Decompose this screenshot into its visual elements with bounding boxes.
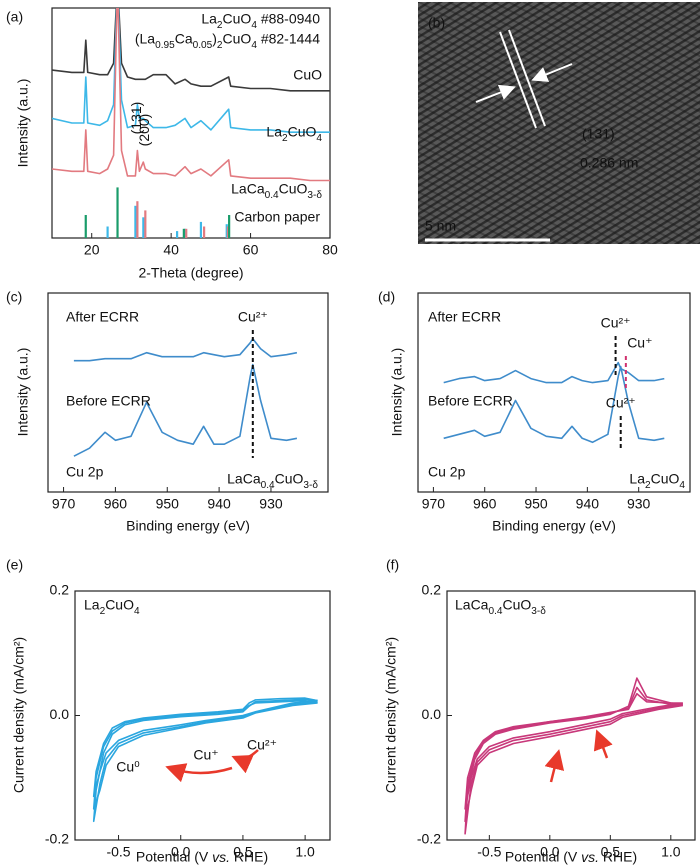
panel-label: (d)	[378, 289, 395, 305]
y-tick-label: 0.0	[50, 706, 70, 722]
x-axis-label: 2-Theta (degree)	[138, 265, 243, 281]
panel-label: (c)	[6, 289, 22, 305]
series-name: Before ECRR	[428, 393, 513, 409]
x-tick-label: 40	[163, 242, 179, 258]
series-name: Before ECRR	[66, 393, 151, 409]
panel-label: (f)	[386, 557, 399, 573]
spacing-arrow	[531, 63, 573, 82]
annotation: Cu²⁺	[247, 737, 277, 753]
annotation: (200)	[136, 114, 152, 147]
image-annotation: (131)	[582, 126, 615, 142]
x-tick-label: -0.5	[477, 844, 501, 860]
annotation: Cu²⁺	[238, 309, 268, 325]
series-line	[52, 8, 330, 92]
annotation: La2CuO4	[84, 597, 140, 617]
series-line	[52, 8, 330, 182]
series-line	[443, 365, 665, 444]
annotation: Cu 2p	[66, 464, 104, 480]
annotation: (131)	[128, 102, 144, 135]
x-tick-label: 20	[84, 242, 100, 258]
y-axis-label: Intensity (a.u.)	[15, 79, 31, 168]
feature-arrow	[544, 749, 565, 783]
plot-frame	[47, 292, 329, 493]
series-line	[92, 699, 318, 810]
series-line	[464, 692, 684, 810]
series-line	[92, 697, 318, 798]
spacing-arrow	[475, 84, 516, 103]
annotation: Cu⁺	[627, 335, 652, 351]
y-axis-label: Current density (mA/cm²)	[383, 637, 399, 793]
series-line	[73, 363, 298, 457]
reference-name: Carbon paper	[234, 209, 320, 225]
annotation: La2CuO4	[629, 471, 685, 491]
lattice-line	[499, 31, 537, 129]
x-tick-label: 60	[243, 242, 259, 258]
reaction-arrow	[165, 763, 233, 783]
x-tick-label: 1.0	[661, 844, 681, 860]
y-tick-label: 0.0	[422, 706, 442, 722]
tem-texture	[418, 2, 700, 244]
x-tick-label: 930	[627, 496, 651, 512]
plot-frame	[446, 590, 696, 841]
x-axis-label: Potential (V vs. RHE)	[136, 849, 268, 865]
reference-name: La2CuO4 #88-0940	[201, 11, 320, 31]
panel-label: (e)	[6, 557, 23, 573]
x-tick-label: 960	[104, 496, 128, 512]
image-annotation: 0.286 nm	[580, 155, 638, 171]
x-tick-label: 0.0	[171, 844, 191, 860]
x-tick-label: 930	[259, 496, 283, 512]
x-tick-label: 80	[322, 242, 338, 258]
y-tick-label: -0.2	[45, 831, 69, 847]
y-axis-label: Intensity (a.u.)	[15, 348, 31, 437]
annotation: Cu⁰	[116, 759, 140, 775]
x-tick-label: 1.0	[295, 844, 315, 860]
panel-label: (b)	[428, 15, 445, 31]
x-tick-label: 960	[473, 496, 497, 512]
plot-frame	[417, 292, 691, 493]
series-line	[464, 686, 684, 823]
y-axis-label: Current density (mA/cm²)	[11, 637, 27, 793]
x-tick-label: -0.5	[106, 844, 130, 860]
plot-frame	[51, 7, 331, 239]
lattice-line	[508, 29, 546, 127]
x-tick-label: 950	[156, 496, 180, 512]
reference-name: (La0.95Ca0.05)2CuO4 #82-1444	[135, 31, 320, 51]
series-line	[73, 338, 298, 362]
x-tick-label: 950	[524, 496, 548, 512]
annotation: Cu²⁺	[606, 395, 636, 411]
series-name: La2CuO4	[266, 124, 322, 144]
series-line	[52, 8, 330, 133]
series-name: After ECRR	[428, 309, 501, 325]
x-tick-label: 970	[422, 496, 446, 512]
x-axis-label: Potential (V vs. RHE)	[505, 849, 637, 865]
annotation: LaCa0.4CuO3-δ	[455, 597, 546, 617]
annotation: Cu²⁺	[601, 315, 631, 331]
annotation: Cu⁺	[193, 747, 218, 763]
y-axis-label: Intensity (a.u.)	[389, 348, 405, 437]
series-line	[464, 677, 684, 835]
x-tick-label: 970	[52, 496, 76, 512]
image-annotation: 5 nm	[425, 218, 456, 234]
feature-arrow	[593, 729, 613, 759]
x-tick-label: 0.0	[540, 844, 560, 860]
reaction-arrow	[231, 749, 259, 774]
x-tick-label: 940	[576, 496, 600, 512]
x-tick-label: 940	[207, 496, 231, 512]
x-tick-label: 0.5	[233, 844, 253, 860]
panel-label: (a)	[6, 9, 23, 25]
y-tick-label: 0.2	[50, 582, 70, 598]
series-name: CuO	[293, 67, 322, 83]
x-axis-label: Binding energy (eV)	[492, 518, 616, 534]
x-axis-label: Binding energy (eV)	[126, 518, 250, 534]
y-tick-label: 0.2	[422, 582, 442, 598]
series-name: After ECRR	[66, 309, 139, 325]
y-tick-label: -0.2	[417, 831, 441, 847]
annotation: LaCa0.4CuO3-δ	[227, 471, 318, 491]
series-line	[443, 361, 665, 384]
series-name: LaCa0.4CuO3-δ	[231, 181, 322, 201]
annotation: Cu 2p	[428, 464, 466, 480]
x-tick-label: 0.5	[601, 844, 621, 860]
